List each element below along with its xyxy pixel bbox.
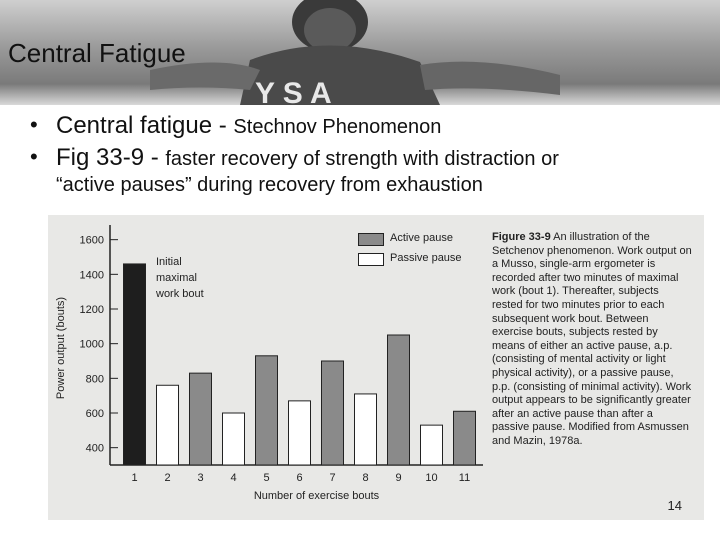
figure-scan: 400 600 800 1000 1200 1400 1600 1 2 3 4 5 6 7 8 9 10 11 In… (48, 215, 704, 520)
slide-title: Central Fatigue (8, 38, 186, 68)
x-axis-label: Number of exercise bouts (254, 490, 380, 502)
caption-text: An illustration of the Setchenov phenome… (492, 231, 692, 447)
x-tick-label: 1 (131, 472, 137, 484)
legend-label-active: Active pause (390, 232, 453, 244)
legend-label-passive: Passive pause (390, 252, 462, 264)
bullet-continuation-text: “active pauses” during recovery from exh… (56, 174, 483, 196)
bullet-item: • Central fatigue - Stechnov Phenomenon (30, 112, 710, 140)
bullet-item: • Fig 33-9 - faster recovery of strength… (30, 144, 710, 197)
caption-title: Figure 33-9 (492, 231, 551, 243)
bar-9 (387, 334, 410, 466)
jersey-text: Y S A (255, 77, 332, 105)
y-tick-label: 1600 (80, 235, 104, 247)
x-tick-label: 9 (395, 472, 401, 484)
bar-4 (222, 412, 245, 466)
bullet-icon: • (30, 144, 38, 169)
x-tick-label: 8 (362, 472, 368, 484)
bar-6 (288, 400, 311, 466)
figure-caption: Figure 33-9 An illustration of the Setch… (492, 231, 692, 449)
bar-1 (123, 263, 146, 466)
y-tick-label: 800 (86, 373, 104, 385)
y-tick-label: 1000 (80, 339, 104, 351)
y-tick-label: 400 (86, 443, 104, 455)
bar-3 (189, 372, 212, 466)
bullet-list: • Central fatigue - Stechnov Phenomenon … (30, 112, 710, 201)
y-tick-label: 600 (86, 408, 104, 420)
annotation-text: maximal (156, 272, 197, 284)
annotation-text: work bout (155, 288, 204, 300)
legend-swatch-passive (358, 253, 384, 266)
bullet-main-text: Central fatigue - (56, 112, 234, 139)
bullet-icon: • (30, 112, 38, 137)
x-tick-label: 3 (197, 472, 203, 484)
x-tick-label: 7 (329, 472, 335, 484)
bar-11 (453, 410, 476, 466)
x-tick-label: 2 (164, 472, 170, 484)
bar-7 (321, 360, 344, 466)
bar-5 (255, 355, 278, 466)
bar-chart: 400 600 800 1000 1200 1400 1600 1 2 3 4 5 6 7 8 9 10 11 In… (55, 225, 483, 502)
y-axis-label: Power output (bouts) (55, 297, 67, 399)
bar-2 (156, 384, 179, 466)
bullet-sub-text: Stechnov Phenomenon (233, 116, 442, 138)
x-tick-label: 10 (425, 472, 437, 484)
bullet-sub-text: faster recovery of strength with distrac… (165, 148, 559, 170)
x-tick-label: 5 (263, 472, 269, 484)
bar-8 (354, 393, 377, 466)
bullet-main-text: Fig 33-9 - (56, 144, 166, 171)
athlete-photo: Y S A (150, 0, 560, 105)
bar-10 (420, 424, 443, 466)
x-tick-label: 4 (230, 472, 236, 484)
y-tick-label: 1400 (80, 269, 104, 281)
page-number: 14 (667, 498, 682, 513)
legend-swatch-active (358, 233, 384, 246)
x-tick-label: 11 (459, 472, 470, 484)
y-tick-label: 1200 (80, 304, 104, 316)
x-tick-label: 6 (296, 472, 302, 484)
header-banner: Y S A Central Fatigue (0, 0, 720, 105)
annotation-text: Initial (156, 256, 182, 268)
